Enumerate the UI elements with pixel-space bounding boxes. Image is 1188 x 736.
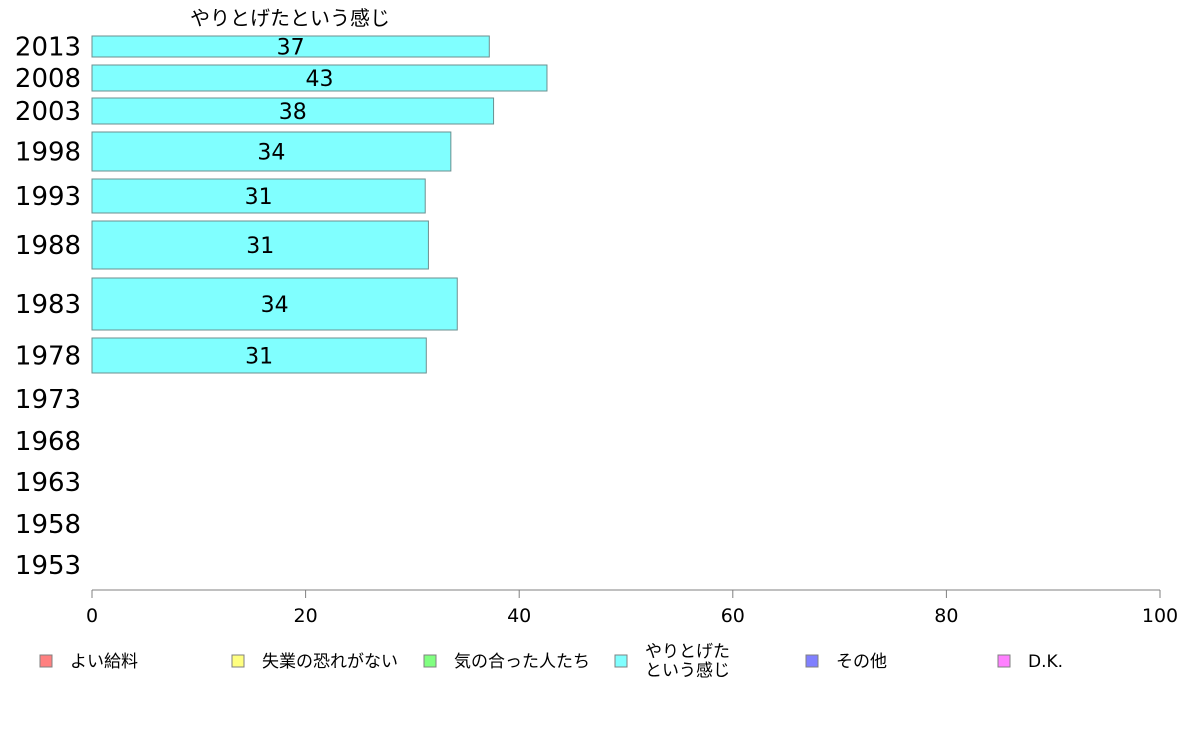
bar [91, 220, 429, 270]
legend-label: 気の合った人たち [454, 652, 590, 672]
x-tick-label: 80 [934, 605, 958, 627]
y-tick-label: 1998 [15, 138, 81, 168]
x-tick-label: 0 [86, 605, 98, 627]
legend: よい給料 失業の恐れがない 気の合った人たち やりとげたという感じ その他 D.K. [39, 642, 1063, 681]
y-tick-label: 1988 [15, 231, 81, 261]
bar [91, 178, 426, 214]
y-tick-label: 1983 [15, 290, 81, 320]
y-tick-label: 1978 [15, 342, 81, 372]
legend-label: やりとげたという感じ [645, 642, 730, 681]
chart-title: やりとげたという感じ [190, 6, 390, 30]
legend-label: その他 [836, 652, 887, 672]
y-tick-label: 2003 [15, 97, 81, 127]
legend-swatch [39, 654, 53, 668]
bar [91, 97, 495, 125]
y-tick-label: 1993 [15, 182, 81, 212]
bar-value-label: 37 [277, 36, 305, 61]
y-tick-label: 1973 [15, 385, 81, 415]
bar-value-label: 31 [245, 345, 273, 370]
legend-swatch [614, 654, 628, 668]
legend-swatch [231, 654, 245, 668]
x-axis: 0 20 40 60 80 100 [86, 589, 1178, 627]
legend-swatch [805, 654, 819, 668]
bar [91, 277, 458, 331]
bar-value-label: 31 [245, 185, 273, 210]
y-tick-label: 1963 [15, 468, 81, 498]
legend-label: D.K. [1028, 652, 1063, 672]
y-tick-label: 1968 [15, 427, 81, 457]
bar [91, 131, 452, 172]
legend-swatch [997, 654, 1011, 668]
x-tick-label: 60 [721, 605, 745, 627]
chart-rows: 2013 37 2008 43 2003 38 1998 34 1993 31 1988 31 1983… [15, 33, 548, 581]
bar [91, 35, 490, 58]
y-tick-label: 1958 [15, 510, 81, 540]
y-tick-label: 2013 [15, 33, 81, 63]
y-tick-label: 2008 [15, 64, 81, 94]
bar [91, 64, 548, 92]
bar-value-label: 34 [261, 293, 289, 318]
x-tick-label: 40 [507, 605, 531, 627]
legend-label: 失業の恐れがない [262, 652, 398, 672]
bar-value-label: 34 [257, 141, 285, 166]
legend-label: よい給料 [70, 652, 138, 672]
legend-swatch [423, 654, 437, 668]
bar-value-label: 38 [279, 100, 307, 125]
bar-value-label: 43 [305, 67, 333, 92]
x-tick-label: 20 [294, 605, 318, 627]
y-tick-label: 1953 [15, 551, 81, 581]
bar-value-label: 31 [246, 234, 274, 259]
bar [91, 337, 427, 374]
x-tick-label: 100 [1142, 605, 1178, 627]
